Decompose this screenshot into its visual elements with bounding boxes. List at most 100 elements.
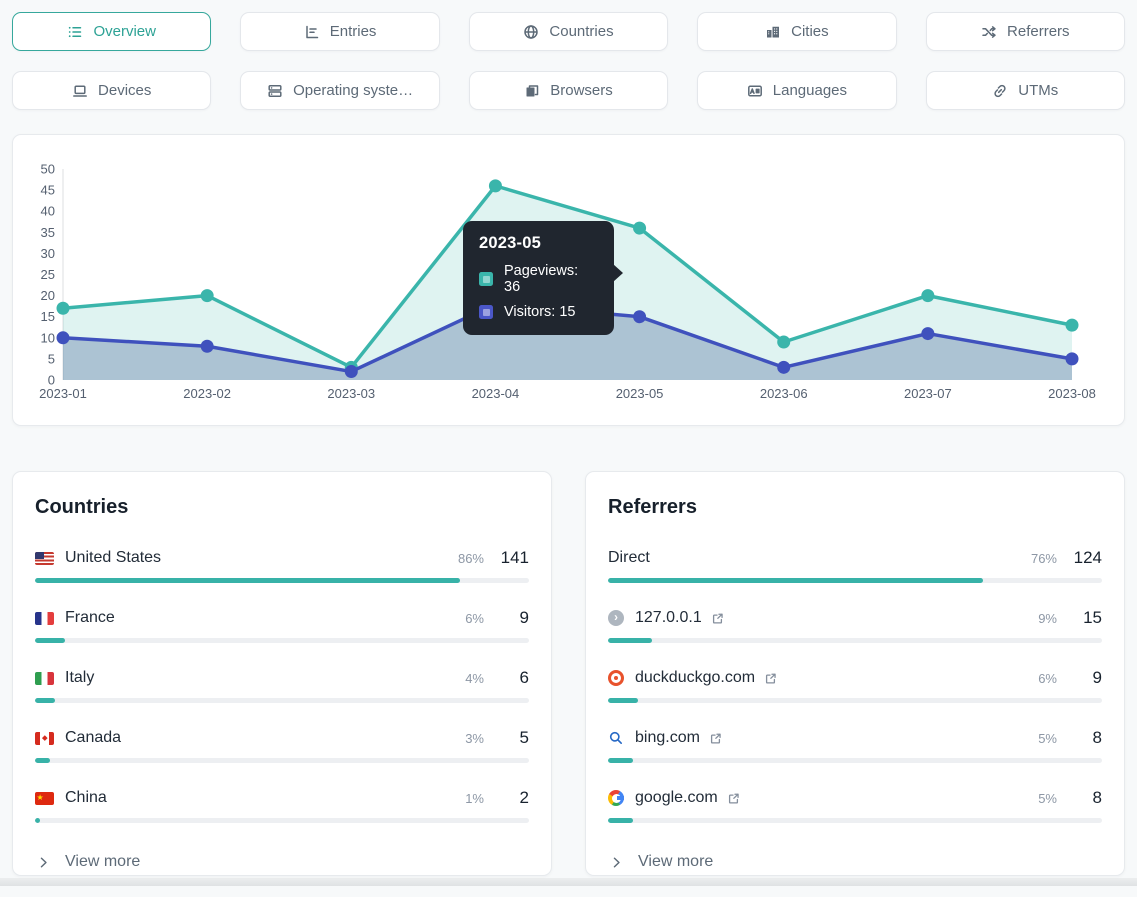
item-label: google.com bbox=[635, 789, 718, 806]
list-item-main[interactable]: google.com 5% 8 bbox=[608, 787, 1102, 809]
list-item-main[interactable]: bing.com 5% 8 bbox=[608, 727, 1102, 749]
svg-text:40: 40 bbox=[41, 204, 55, 219]
item-count: 9 bbox=[1092, 668, 1102, 687]
svg-text:2023-06: 2023-06 bbox=[760, 386, 808, 401]
laptop-icon bbox=[72, 83, 88, 99]
flag-ca bbox=[35, 731, 54, 745]
progress-fill bbox=[35, 578, 460, 583]
view-more-button[interactable]: View more bbox=[35, 847, 529, 881]
flag-us bbox=[35, 551, 54, 565]
tab-utms[interactable]: UTMs bbox=[925, 71, 1125, 110]
progress-fill bbox=[35, 758, 50, 763]
list-item-main[interactable]: ★ China 1% 2 bbox=[35, 787, 529, 809]
item-label: Canada bbox=[65, 729, 122, 746]
duckduckgo-icon bbox=[608, 670, 624, 686]
bing-icon bbox=[608, 730, 624, 746]
svg-text:2023-02: 2023-02 bbox=[183, 386, 231, 401]
progress-track bbox=[35, 638, 529, 643]
tab-languages[interactable]: Languages bbox=[697, 71, 897, 110]
tab-label: Entries bbox=[329, 23, 377, 40]
progress-track bbox=[35, 698, 529, 703]
item-percent: 5% bbox=[1038, 730, 1057, 746]
panel-title: Countries bbox=[35, 496, 129, 518]
flag-cn: ★ bbox=[35, 791, 54, 805]
tab-label: Referrers bbox=[1007, 23, 1070, 40]
tab-operating-syste[interactable]: Operating syste… bbox=[240, 71, 440, 110]
google-icon bbox=[608, 790, 624, 806]
panel-title: Referrers bbox=[608, 496, 697, 518]
progress-track bbox=[35, 818, 529, 823]
external-link-icon[interactable] bbox=[727, 792, 740, 805]
svg-text:45: 45 bbox=[41, 183, 55, 198]
item-count: 141 bbox=[500, 548, 529, 567]
item-label: 127.0.0.1 bbox=[635, 609, 702, 626]
item-label: France bbox=[65, 609, 115, 626]
list-item-italy: Italy 4% 6 bbox=[35, 667, 529, 703]
server-icon bbox=[267, 83, 283, 99]
flag-it bbox=[35, 671, 54, 685]
progress-fill bbox=[35, 698, 55, 703]
tab-overview[interactable]: Overview bbox=[12, 12, 212, 51]
view-more-label: View more bbox=[65, 853, 141, 870]
list-item-main[interactable]: duckduckgo.com 6% 9 bbox=[608, 667, 1102, 689]
progress-fill bbox=[608, 818, 633, 823]
list-item-main[interactable]: › 127.0.0.1 9% 15 bbox=[608, 607, 1102, 629]
list-item-main[interactable]: France 6% 9 bbox=[35, 607, 529, 629]
progress-fill bbox=[608, 638, 653, 643]
panel-countries: Countries United States 86% 141 France 6% 9 Ita… bbox=[12, 471, 552, 876]
item-percent: 86% bbox=[457, 550, 484, 566]
list-icon bbox=[67, 24, 83, 40]
tab-entries[interactable]: Entries bbox=[240, 12, 440, 51]
progress-track bbox=[35, 578, 529, 583]
external-link-icon[interactable] bbox=[764, 672, 777, 685]
tab-label: UTMs bbox=[1018, 82, 1059, 99]
tab-devices[interactable]: Devices bbox=[12, 71, 212, 110]
item-label: Direct bbox=[608, 549, 650, 566]
item-percent: 76% bbox=[1030, 550, 1057, 566]
list-item-main[interactable]: Canada 3% 5 bbox=[35, 727, 529, 749]
series-swatch bbox=[479, 272, 493, 286]
svg-text:2023-03: 2023-03 bbox=[327, 386, 375, 401]
stats-panels: Countries United States 86% 141 France 6% 9 Ita… bbox=[12, 471, 1125, 876]
item-count: 15 bbox=[1083, 608, 1102, 627]
external-link-icon[interactable] bbox=[709, 732, 722, 745]
item-label: Italy bbox=[65, 669, 95, 686]
list-item-main[interactable]: United States 86% 141 bbox=[35, 547, 529, 569]
tab-label: Operating syste… bbox=[293, 82, 414, 99]
svg-text:30: 30 bbox=[41, 246, 55, 261]
tab-label: Devices bbox=[98, 82, 152, 99]
tab-label: Browsers bbox=[550, 82, 613, 99]
item-percent: 3% bbox=[465, 730, 484, 746]
list-item-main[interactable]: Direct 76% 124 bbox=[608, 547, 1102, 569]
svg-text:20: 20 bbox=[41, 288, 55, 303]
browser-windows-icon bbox=[524, 83, 540, 99]
city-icon bbox=[765, 24, 781, 40]
tooltip-value-text: Pageviews: 36 bbox=[504, 263, 579, 295]
translate-icon bbox=[747, 83, 763, 99]
tooltip-value-text: Visitors: 15 bbox=[504, 304, 576, 320]
svg-text:25: 25 bbox=[41, 267, 55, 282]
item-count: 6 bbox=[519, 668, 529, 687]
view-more-button[interactable]: View more bbox=[608, 847, 1102, 881]
progress-track bbox=[35, 758, 529, 763]
next-card-edge bbox=[0, 878, 1137, 886]
list-item-canada: Canada 3% 5 bbox=[35, 727, 529, 763]
tab-countries[interactable]: Countries bbox=[468, 12, 669, 51]
progress-track bbox=[608, 818, 1102, 823]
item-percent: 9% bbox=[1038, 610, 1057, 626]
list-item-main[interactable]: Italy 4% 6 bbox=[35, 667, 529, 689]
svg-text:2023-08: 2023-08 bbox=[1048, 386, 1096, 401]
item-percent: 6% bbox=[465, 610, 484, 626]
tab-browsers[interactable]: Browsers bbox=[468, 71, 669, 110]
svg-text:50: 50 bbox=[41, 162, 55, 177]
external-link-icon[interactable] bbox=[711, 612, 724, 625]
tab-referrers[interactable]: Referrers bbox=[925, 12, 1125, 51]
item-percent: 1% bbox=[465, 790, 484, 806]
item-label: duckduckgo.com bbox=[635, 669, 756, 686]
tab-cities[interactable]: Cities bbox=[697, 12, 897, 51]
bar-chart-icon bbox=[304, 24, 320, 40]
item-count: 5 bbox=[519, 728, 529, 747]
list-item-duckduckgo-com: duckduckgo.com 6% 9 bbox=[608, 667, 1102, 703]
item-label: bing.com bbox=[635, 729, 700, 746]
view-more-label: View more bbox=[638, 853, 714, 870]
